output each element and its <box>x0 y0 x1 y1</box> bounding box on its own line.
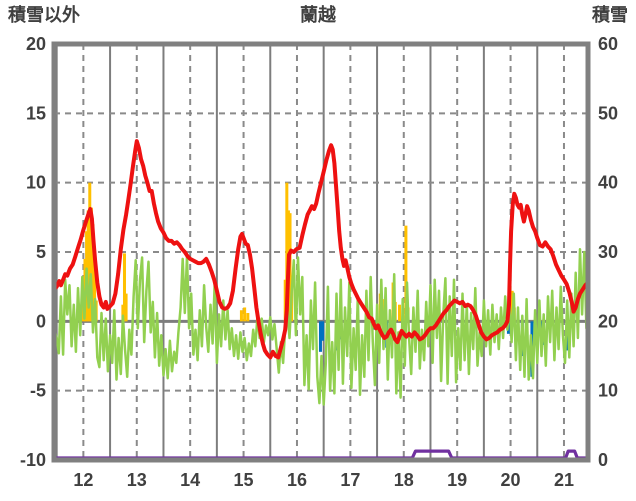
yellow-bars <box>397 304 401 322</box>
right-axis-title: 積雪 <box>592 5 628 25</box>
green-line <box>52 247 590 406</box>
right-axis-tick-label: 20 <box>598 311 618 331</box>
yellow-bars <box>124 293 128 322</box>
chart-title: 蘭越 <box>300 5 336 25</box>
x-axis-tick-label: 18 <box>394 470 414 490</box>
left-axis-tick-label: -5 <box>30 381 46 401</box>
x-axis-tick-label: 20 <box>501 470 521 490</box>
blue-bars <box>318 321 322 352</box>
left-axis-title: 積雪以外 <box>8 5 80 25</box>
yellow-bars <box>88 182 92 322</box>
x-axis-tick-label: 21 <box>554 470 574 490</box>
left-axis-tick-label: 0 <box>36 311 46 331</box>
left-axis-tick-label: 10 <box>26 173 46 193</box>
left-axis-tick-label: 20 <box>26 34 46 54</box>
yellow-bars <box>404 225 408 322</box>
red-line <box>52 139 590 360</box>
yellow-bars <box>89 207 93 322</box>
yellow-bars <box>93 265 97 322</box>
plot-border <box>51 41 591 463</box>
yellow-bars <box>285 182 289 322</box>
x-axis-tick-label: 17 <box>340 470 360 490</box>
x-axis-tick-label: 16 <box>287 470 307 490</box>
right-axis-tick-label: 50 <box>598 103 618 123</box>
right-axis-tick-label: 10 <box>598 381 618 401</box>
x-axis-tick-label: 13 <box>127 470 147 490</box>
yellow-bars <box>243 307 247 322</box>
yellow-bars <box>246 313 250 322</box>
yellow-bars <box>122 253 126 322</box>
x-axis-tick-label: 14 <box>180 470 200 490</box>
left-axis-tick-label: 15 <box>26 103 46 123</box>
yellow-bars <box>121 304 125 322</box>
right-axis-tick-label: 30 <box>598 242 618 262</box>
yellow-bars <box>86 210 90 322</box>
blue-bars <box>321 321 325 341</box>
yellow-bars <box>239 310 243 322</box>
x-axis-tick-label: 19 <box>447 470 467 490</box>
right-axis-tick-label: 40 <box>598 173 618 193</box>
x-axis-tick-label: 12 <box>73 470 93 490</box>
x-axis-tick-label: 15 <box>234 470 254 490</box>
right-axis-tick-label: 60 <box>598 34 618 54</box>
left-axis-tick-label: -10 <box>20 450 46 470</box>
left-axis-tick-label: 5 <box>36 242 46 262</box>
right-axis-tick-label: 0 <box>598 450 608 470</box>
yellow-bars <box>91 224 95 322</box>
